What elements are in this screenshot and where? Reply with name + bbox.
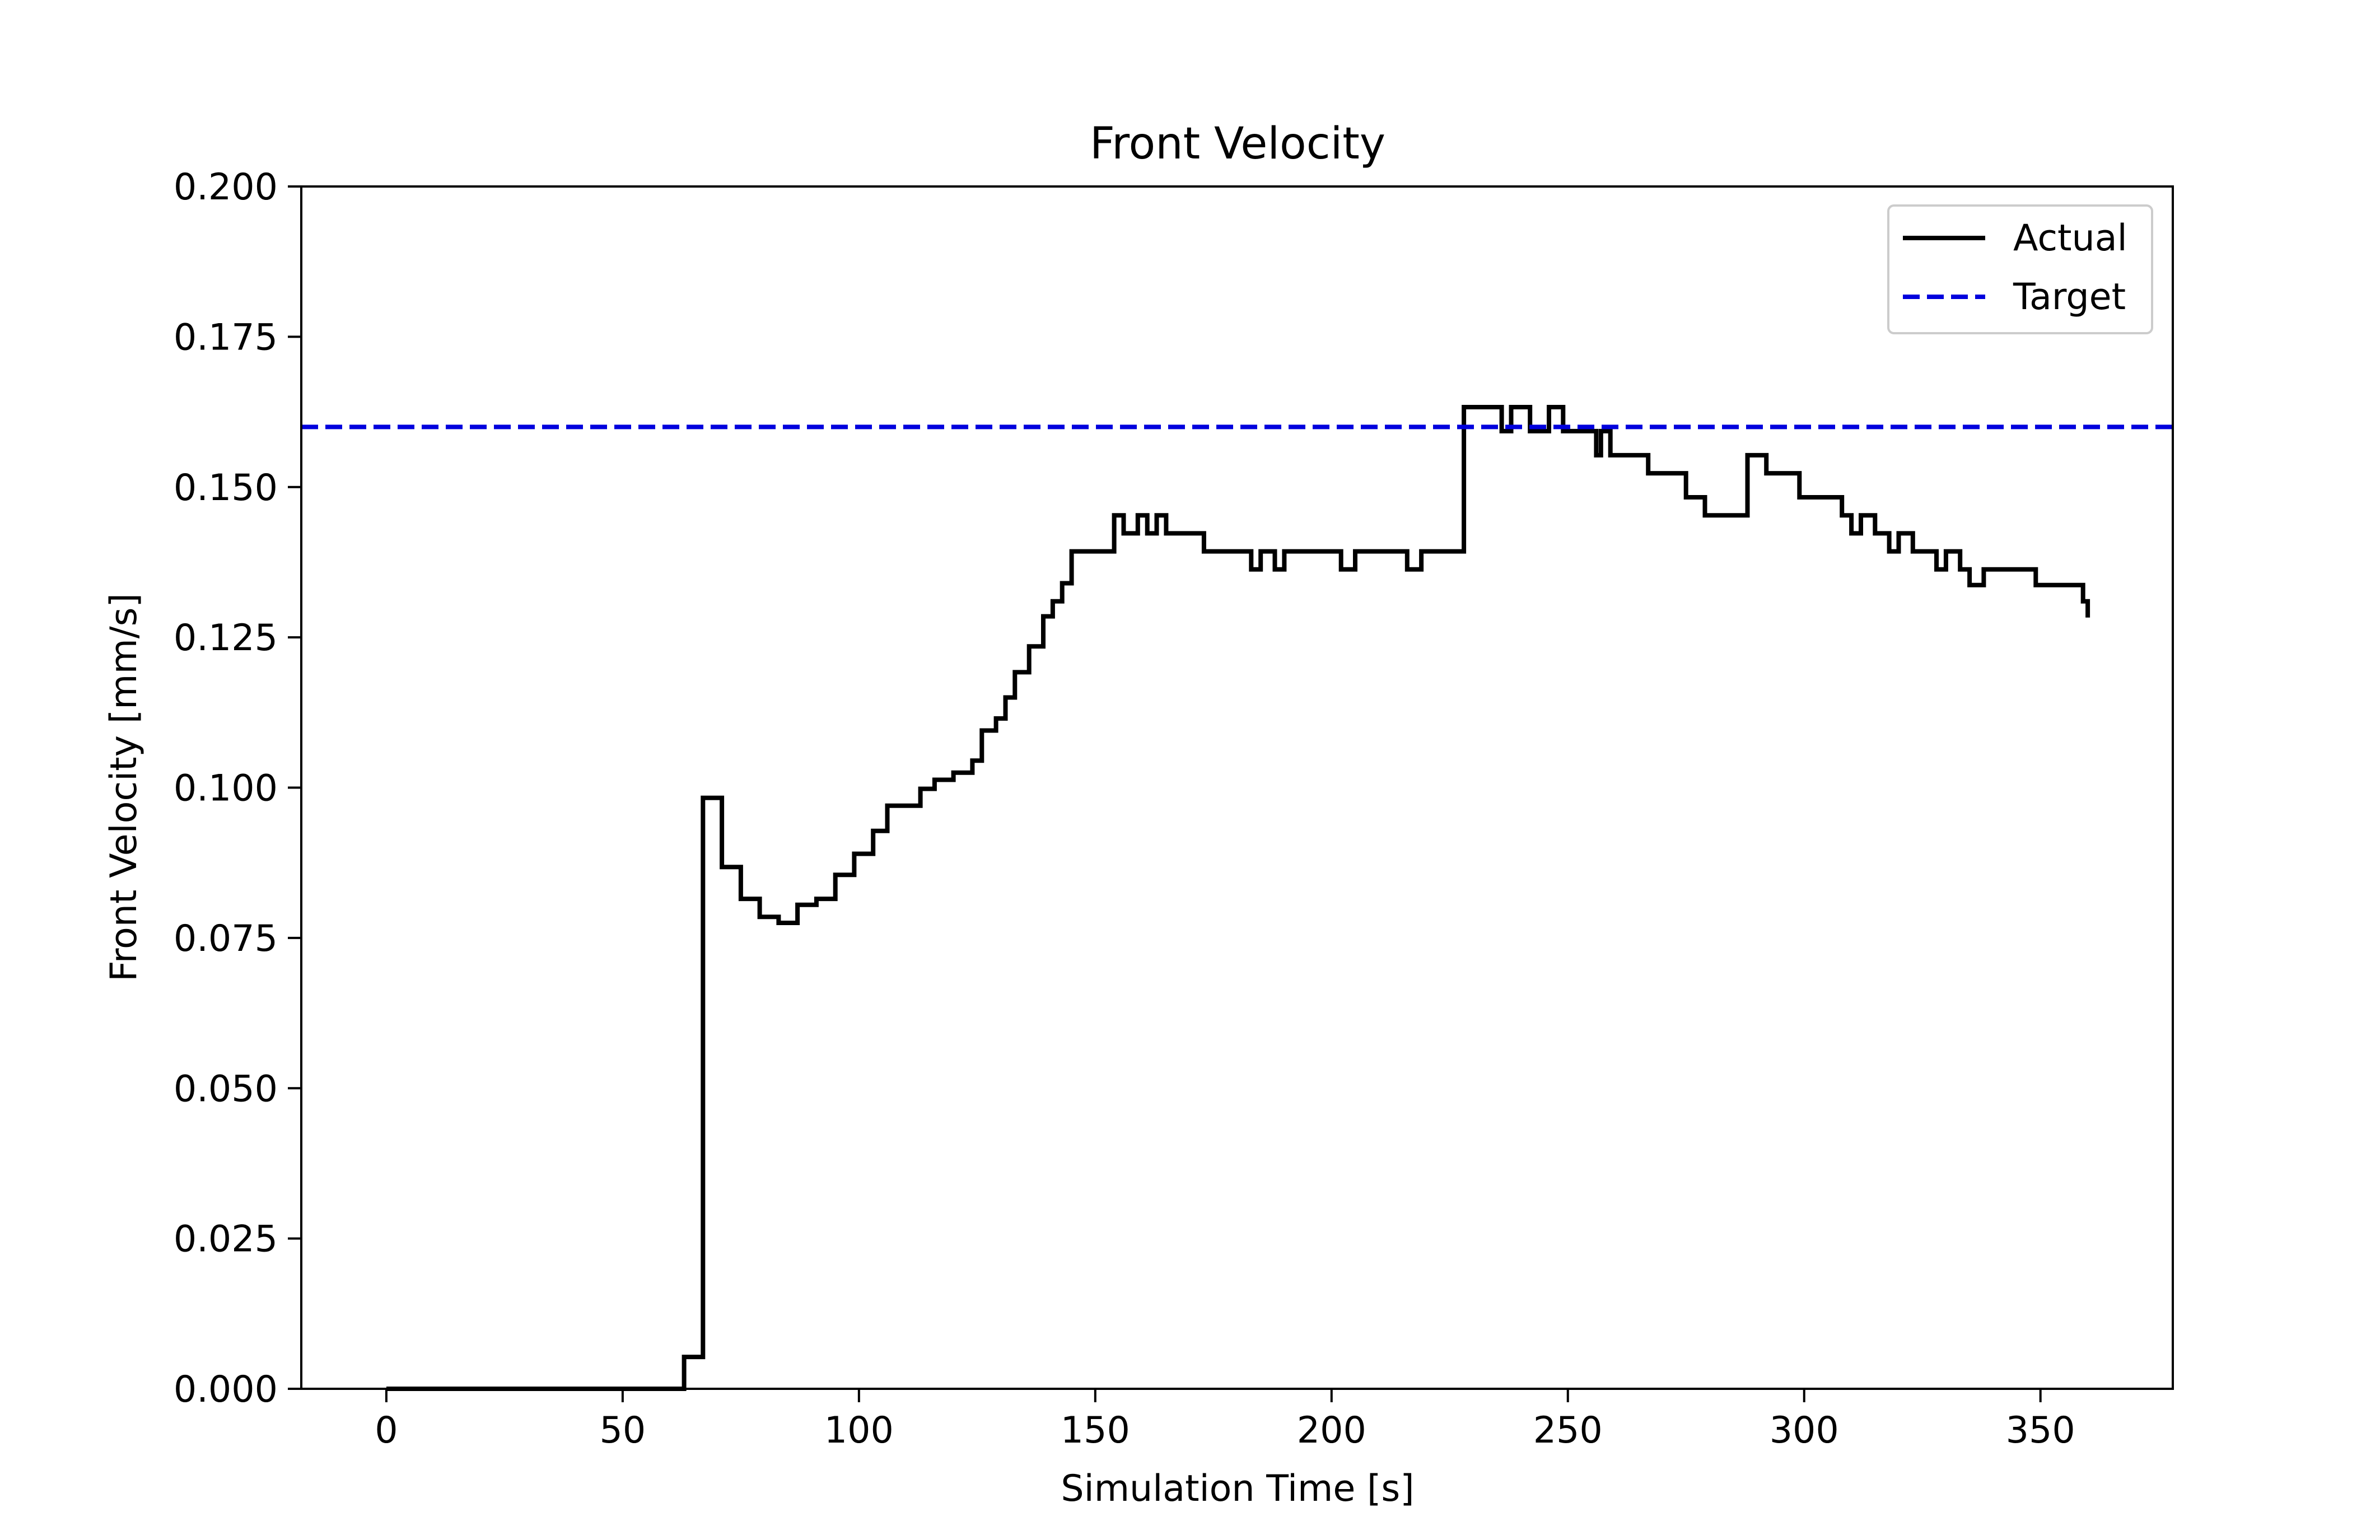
chart-title: Front Velocity (1090, 119, 1385, 169)
x-axis: 0 50 100 150 200 250 300 350 (375, 1389, 2075, 1452)
x-tick-label: 350 (2006, 1410, 2075, 1452)
y-tick-label: 0.200 (174, 166, 278, 208)
y-tick-label: 0.175 (174, 316, 278, 358)
axes-frame (300, 185, 2174, 1390)
legend-label-actual: Actual (2013, 217, 2127, 259)
y-axis-label: Front Velocity [mm/s] (103, 593, 145, 982)
y-tick-label: 0.000 (174, 1369, 278, 1411)
x-tick-label: 150 (1061, 1410, 1130, 1452)
legend: Actual Target (1887, 204, 2153, 334)
y-tick-label: 0.025 (174, 1219, 278, 1261)
x-tick-label: 100 (824, 1410, 894, 1452)
x-tick-label: 50 (600, 1410, 646, 1452)
x-tick-label: 0 (375, 1410, 398, 1452)
series-line-actual (386, 405, 2090, 1391)
x-tick-label: 250 (1533, 1410, 1603, 1452)
plot-area (301, 405, 2173, 1391)
y-tick-label: 0.050 (174, 1068, 278, 1110)
y-tick-label: 0.075 (174, 918, 278, 960)
y-tick-label: 0.125 (174, 617, 278, 659)
x-axis-label: Simulation Time [s] (1061, 1468, 1414, 1510)
y-tick-label: 0.100 (174, 768, 278, 810)
legend-label-target: Target (2013, 276, 2126, 318)
x-tick-label: 200 (1297, 1410, 1366, 1452)
y-axis: 0.000 0.025 0.050 0.075 0.100 0.125 0.150 0.175… (174, 166, 301, 1411)
x-tick-label: 300 (1770, 1410, 1839, 1452)
y-tick-label: 0.150 (174, 467, 278, 509)
